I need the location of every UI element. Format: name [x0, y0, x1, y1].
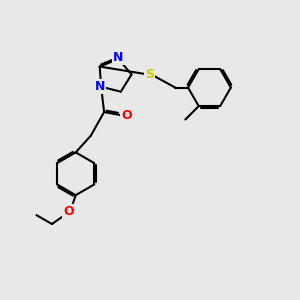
Text: O: O	[121, 109, 132, 122]
Text: O: O	[63, 205, 74, 218]
Text: N: N	[113, 51, 124, 64]
Text: N: N	[94, 80, 105, 93]
Text: S: S	[146, 68, 154, 81]
